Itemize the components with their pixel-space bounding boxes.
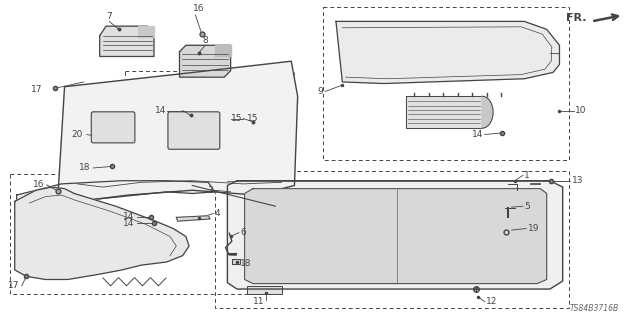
Text: 16: 16 xyxy=(33,180,44,189)
Polygon shape xyxy=(214,45,230,56)
Text: FR.: FR. xyxy=(566,13,587,23)
FancyBboxPatch shape xyxy=(92,112,135,143)
Bar xyxy=(246,286,282,294)
Text: 14: 14 xyxy=(124,219,135,228)
Polygon shape xyxy=(176,216,210,221)
Text: 8: 8 xyxy=(202,36,208,45)
Text: 17: 17 xyxy=(31,85,42,94)
Bar xyxy=(10,174,262,294)
Text: 11: 11 xyxy=(253,297,264,306)
Text: 14: 14 xyxy=(472,130,483,139)
Polygon shape xyxy=(138,26,154,37)
Polygon shape xyxy=(100,26,154,56)
FancyBboxPatch shape xyxy=(168,112,220,149)
Text: 17: 17 xyxy=(8,281,20,290)
Text: 19: 19 xyxy=(527,224,539,233)
Text: 14: 14 xyxy=(156,106,167,115)
Text: 7: 7 xyxy=(106,12,112,21)
Polygon shape xyxy=(58,61,298,200)
Polygon shape xyxy=(227,181,563,289)
Text: 4: 4 xyxy=(214,209,220,218)
Text: TS84B3716B: TS84B3716B xyxy=(570,304,620,313)
Text: 13: 13 xyxy=(572,176,584,185)
Polygon shape xyxy=(482,96,493,128)
Text: 3: 3 xyxy=(207,186,213,195)
Text: 14: 14 xyxy=(124,212,135,221)
Text: 15: 15 xyxy=(246,114,258,123)
Text: 12: 12 xyxy=(486,297,497,306)
Text: 10: 10 xyxy=(575,106,587,115)
Polygon shape xyxy=(406,96,482,128)
Polygon shape xyxy=(232,259,240,264)
Polygon shape xyxy=(179,45,230,77)
Polygon shape xyxy=(15,187,189,279)
Text: 9: 9 xyxy=(317,87,323,96)
Text: 15: 15 xyxy=(230,114,242,123)
Text: 6: 6 xyxy=(240,228,246,237)
Text: 5: 5 xyxy=(524,202,530,211)
Polygon shape xyxy=(336,21,559,84)
Text: 1: 1 xyxy=(524,171,530,180)
Polygon shape xyxy=(17,181,214,200)
Bar xyxy=(323,7,569,160)
Text: 20: 20 xyxy=(71,130,83,139)
Text: 18: 18 xyxy=(79,164,90,172)
Text: 18: 18 xyxy=(240,259,252,268)
Polygon shape xyxy=(244,189,547,284)
Bar xyxy=(214,171,569,308)
Bar xyxy=(125,71,294,190)
Text: 16: 16 xyxy=(193,4,204,13)
